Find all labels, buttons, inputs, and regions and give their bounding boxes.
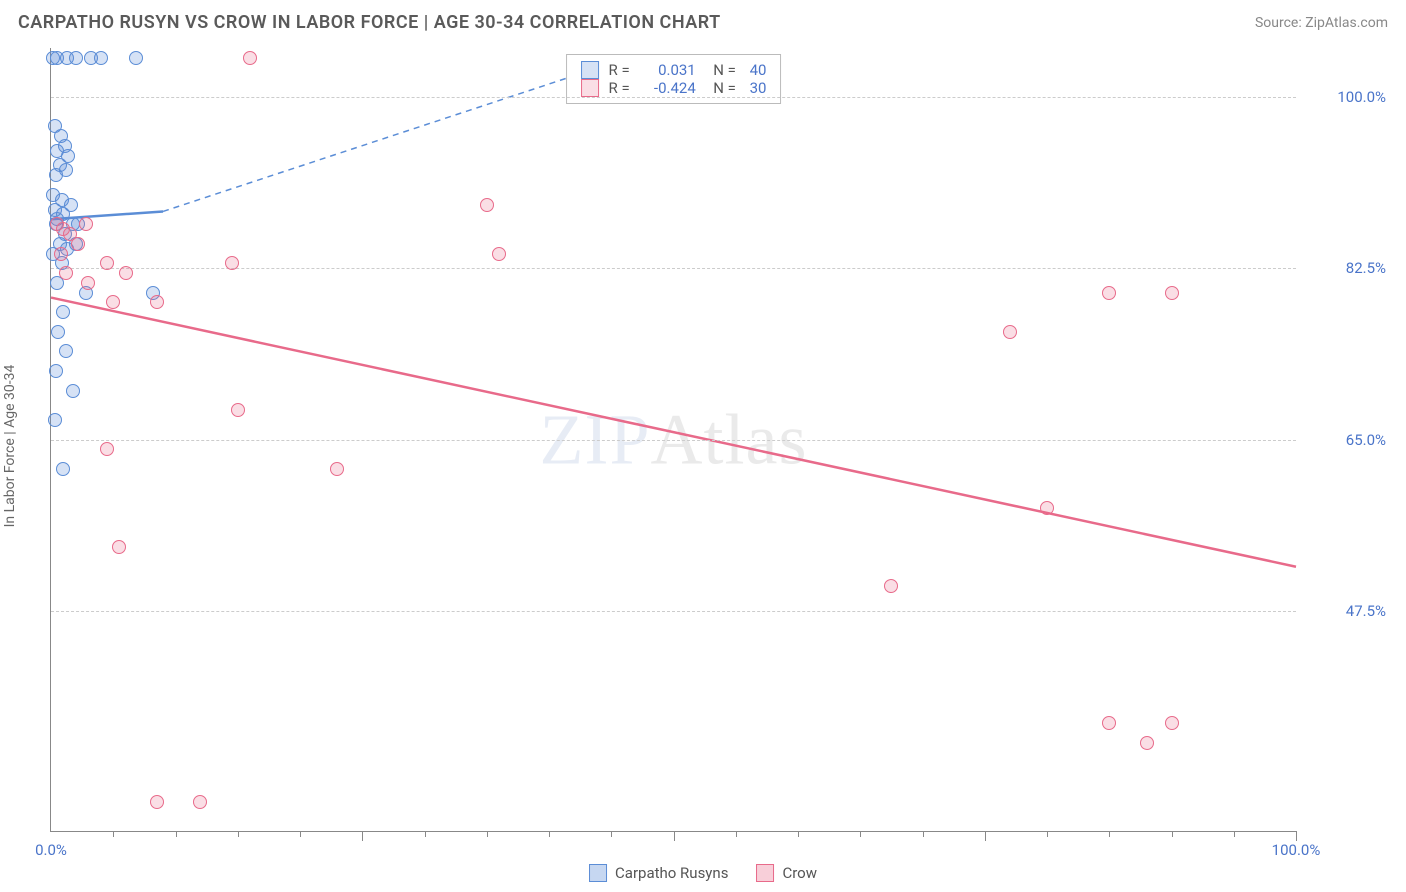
- n-value: 40: [746, 61, 767, 79]
- data-point: [193, 795, 207, 809]
- x-tick: [611, 831, 612, 837]
- data-point: [1102, 286, 1116, 300]
- y-tick-label: 47.5%: [1306, 602, 1386, 620]
- x-tick: [238, 831, 239, 837]
- data-point: [59, 344, 73, 358]
- data-point: [150, 295, 164, 309]
- n-label: N =: [706, 61, 736, 79]
- x-tick: [549, 831, 550, 837]
- data-point: [49, 364, 63, 378]
- y-tick-label: 65.0%: [1306, 431, 1386, 449]
- x-tick: [362, 831, 363, 841]
- gridline-h: [51, 268, 1296, 269]
- data-point: [100, 256, 114, 270]
- x-tick: [300, 831, 301, 837]
- data-point: [1040, 501, 1054, 515]
- gridline-h: [51, 611, 1296, 612]
- legend-label: Carpatho Rusyns: [615, 864, 728, 882]
- data-point: [1140, 736, 1154, 750]
- legend-swatch: [589, 864, 607, 882]
- x-tick-label: 0.0%: [35, 841, 67, 859]
- chart-title: CARPATHO RUSYN VS CROW IN LABOR FORCE | …: [18, 12, 721, 33]
- data-point: [100, 442, 114, 456]
- data-point: [51, 325, 65, 339]
- y-tick-label: 100.0%: [1306, 88, 1386, 106]
- legend-label: Crow: [782, 864, 817, 882]
- data-point: [106, 295, 120, 309]
- data-point: [1165, 716, 1179, 730]
- data-point: [492, 247, 506, 261]
- gridline-h: [51, 97, 1296, 98]
- data-point: [69, 51, 83, 65]
- data-point: [48, 413, 62, 427]
- r-label: R =: [609, 79, 630, 97]
- x-tick: [798, 831, 799, 837]
- data-point: [56, 305, 70, 319]
- data-point: [112, 540, 126, 554]
- n-value: 30: [746, 79, 767, 97]
- gridline-h: [51, 440, 1296, 441]
- r-label: R =: [609, 61, 630, 79]
- x-tick: [487, 831, 488, 837]
- x-tick: [923, 831, 924, 837]
- data-point: [1165, 286, 1179, 300]
- data-point: [59, 266, 73, 280]
- r-value: 0.031: [640, 61, 696, 79]
- data-point: [71, 237, 85, 251]
- data-point: [150, 795, 164, 809]
- x-tick: [736, 831, 737, 837]
- trend-line: [51, 298, 1296, 567]
- data-point: [231, 403, 245, 417]
- y-axis-label: In Labor Force | Age 30-34: [2, 365, 18, 528]
- data-point: [884, 579, 898, 593]
- series-legend: Carpatho Rusyns Crow: [589, 864, 817, 882]
- x-tick: [176, 831, 177, 837]
- x-tick: [425, 831, 426, 837]
- x-tick: [1296, 831, 1297, 841]
- legend-row: R = -0.424 N = 30: [581, 79, 767, 97]
- data-point: [49, 168, 63, 182]
- data-point: [330, 462, 344, 476]
- x-tick-label: 100.0%: [1272, 841, 1321, 859]
- legend-swatch: [581, 79, 599, 97]
- data-point: [94, 51, 108, 65]
- legend-item: Carpatho Rusyns: [589, 864, 728, 882]
- header: CARPATHO RUSYN VS CROW IN LABOR FORCE | …: [0, 0, 1406, 41]
- n-label: N =: [706, 79, 736, 97]
- trend-line: [163, 68, 599, 212]
- x-tick: [113, 831, 114, 837]
- x-tick: [1234, 831, 1235, 837]
- data-point: [56, 462, 70, 476]
- source-attribution: Source: ZipAtlas.com: [1255, 15, 1388, 31]
- data-point: [1102, 716, 1116, 730]
- data-point: [225, 256, 239, 270]
- y-tick-label: 82.5%: [1306, 259, 1386, 277]
- legend-row: R = 0.031 N = 40: [581, 61, 767, 79]
- x-tick: [860, 831, 861, 837]
- data-point: [119, 266, 133, 280]
- r-value: -0.424: [640, 79, 696, 97]
- data-point: [129, 51, 143, 65]
- chart-plot-area: ZIPAtlas R =0.031 N = 40R =-0.424 N = 30…: [50, 48, 1296, 832]
- x-tick: [985, 831, 986, 841]
- data-point: [54, 247, 68, 261]
- data-point: [79, 217, 93, 231]
- data-point: [480, 198, 494, 212]
- x-tick: [674, 831, 675, 841]
- data-point: [81, 276, 95, 290]
- legend-item: Crow: [756, 864, 817, 882]
- data-point: [66, 384, 80, 398]
- data-point: [243, 51, 257, 65]
- x-tick: [1109, 831, 1110, 837]
- data-point: [1003, 325, 1017, 339]
- legend-swatch: [756, 864, 774, 882]
- legend-swatch: [581, 61, 599, 79]
- x-tick: [1172, 831, 1173, 837]
- x-tick: [1047, 831, 1048, 837]
